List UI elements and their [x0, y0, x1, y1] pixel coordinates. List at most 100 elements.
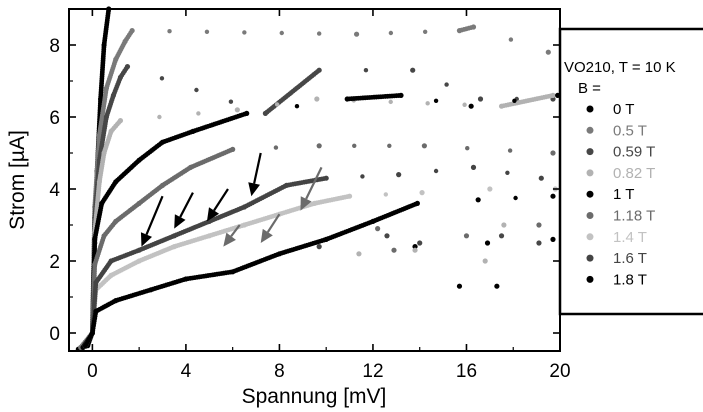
legend-label: 0.5 T	[613, 122, 647, 139]
arrow-3	[206, 188, 229, 222]
arrow-6	[260, 213, 281, 243]
y-tick-label: 4	[49, 180, 60, 201]
data-point	[279, 30, 284, 36]
series-0-82-T	[80, 92, 556, 350]
legend: VO210, T = 10 K B = 0 T 0.5 T 0.59 T 0.82 T…	[558, 27, 703, 316]
legend-marker	[586, 212, 594, 219]
data-point	[353, 31, 360, 37]
data-point	[538, 175, 544, 181]
x-axis: 0 4 8 12 16 20	[87, 9, 571, 382]
annotation-arrows	[140, 152, 323, 247]
x-tick-label: 12	[362, 361, 383, 382]
legend-label: 0.82 T	[613, 165, 655, 182]
data-point	[167, 29, 172, 34]
legend-marker	[586, 190, 594, 198]
data-point	[505, 170, 510, 175]
data-point	[383, 192, 389, 197]
data-point	[456, 283, 463, 289]
data-point	[463, 233, 470, 239]
data-point	[550, 92, 556, 98]
legend-subtitle: B =	[578, 80, 601, 97]
arrow-2	[174, 192, 194, 229]
data-point	[465, 146, 470, 151]
data-point	[352, 143, 357, 148]
legend-marker	[586, 126, 594, 134]
data-point	[501, 222, 507, 228]
series-1-8-T	[82, 193, 556, 349]
data-point	[444, 82, 449, 87]
data-point	[425, 101, 430, 106]
data-point	[230, 146, 236, 152]
legend-entry: 0 T	[586, 101, 634, 118]
legend-entry: 1.18 T	[586, 208, 655, 225]
data-point	[470, 24, 477, 30]
x-tick-label: 0	[87, 361, 98, 382]
legend-marker	[586, 275, 594, 283]
data-point	[410, 67, 416, 73]
data-point	[494, 283, 500, 289]
data-point	[550, 236, 556, 242]
data-point	[117, 118, 124, 124]
data-point	[536, 240, 542, 246]
legend-entry: 0.59 T	[586, 144, 655, 161]
data-point	[470, 164, 477, 170]
data-point	[129, 28, 135, 34]
data-point	[507, 148, 513, 153]
data-point	[513, 195, 518, 201]
legend-label: 0 T	[613, 101, 634, 118]
data-point	[244, 110, 250, 116]
x-tick-label: 16	[456, 361, 477, 382]
x-tick-label: 4	[181, 361, 192, 382]
data-point	[356, 251, 362, 257]
data-point	[417, 240, 423, 246]
legend-entry: 1.6 T	[586, 250, 647, 267]
legend-marker	[586, 233, 594, 241]
data-point	[419, 190, 425, 196]
data-point	[228, 99, 234, 104]
data-point	[398, 92, 404, 98]
data-point	[550, 193, 556, 199]
stray-points	[316, 233, 542, 250]
data-point	[316, 67, 322, 73]
data-point	[346, 193, 353, 199]
legend-marker	[586, 105, 594, 113]
data-point	[477, 96, 484, 102]
legend-marker	[586, 254, 594, 262]
data-point	[316, 31, 322, 36]
data-point	[421, 143, 427, 149]
arrow-5	[223, 224, 241, 247]
data-point	[462, 102, 467, 107]
data-point	[316, 143, 322, 149]
data-point	[384, 233, 390, 239]
y-tick-label: 0	[49, 324, 60, 345]
data-point	[274, 102, 280, 107]
y-axis-title: Strom [µA]	[6, 130, 29, 230]
data-point	[475, 197, 481, 203]
data-point	[498, 233, 505, 239]
arrow-4	[248, 152, 262, 197]
legend-marker	[586, 148, 594, 156]
arrow-7	[300, 166, 323, 211]
data-point	[273, 145, 279, 150]
data-point	[536, 222, 542, 228]
legend-marker	[586, 169, 594, 177]
data-point	[234, 107, 240, 113]
y-tick-label: 6	[49, 108, 60, 129]
chart-marks	[75, 6, 561, 352]
data-point	[106, 6, 112, 12]
stray-points	[412, 236, 556, 289]
legend-label: 1.8 T	[613, 271, 647, 288]
x-tick-label: 8	[274, 361, 285, 382]
data-point	[314, 96, 320, 102]
data-point	[159, 76, 165, 81]
x-axis-title: Spannung [mV]	[242, 385, 387, 408]
data-point	[412, 247, 418, 253]
stray-points	[356, 222, 507, 264]
data-point	[433, 98, 439, 104]
legend-entry: 1.4 T	[586, 229, 647, 246]
data-point	[323, 175, 329, 181]
y-tick-label: 8	[49, 36, 60, 57]
legend-title: VO210, T = 10 K	[564, 59, 676, 76]
legend-entry: 0.82 T	[586, 165, 655, 182]
